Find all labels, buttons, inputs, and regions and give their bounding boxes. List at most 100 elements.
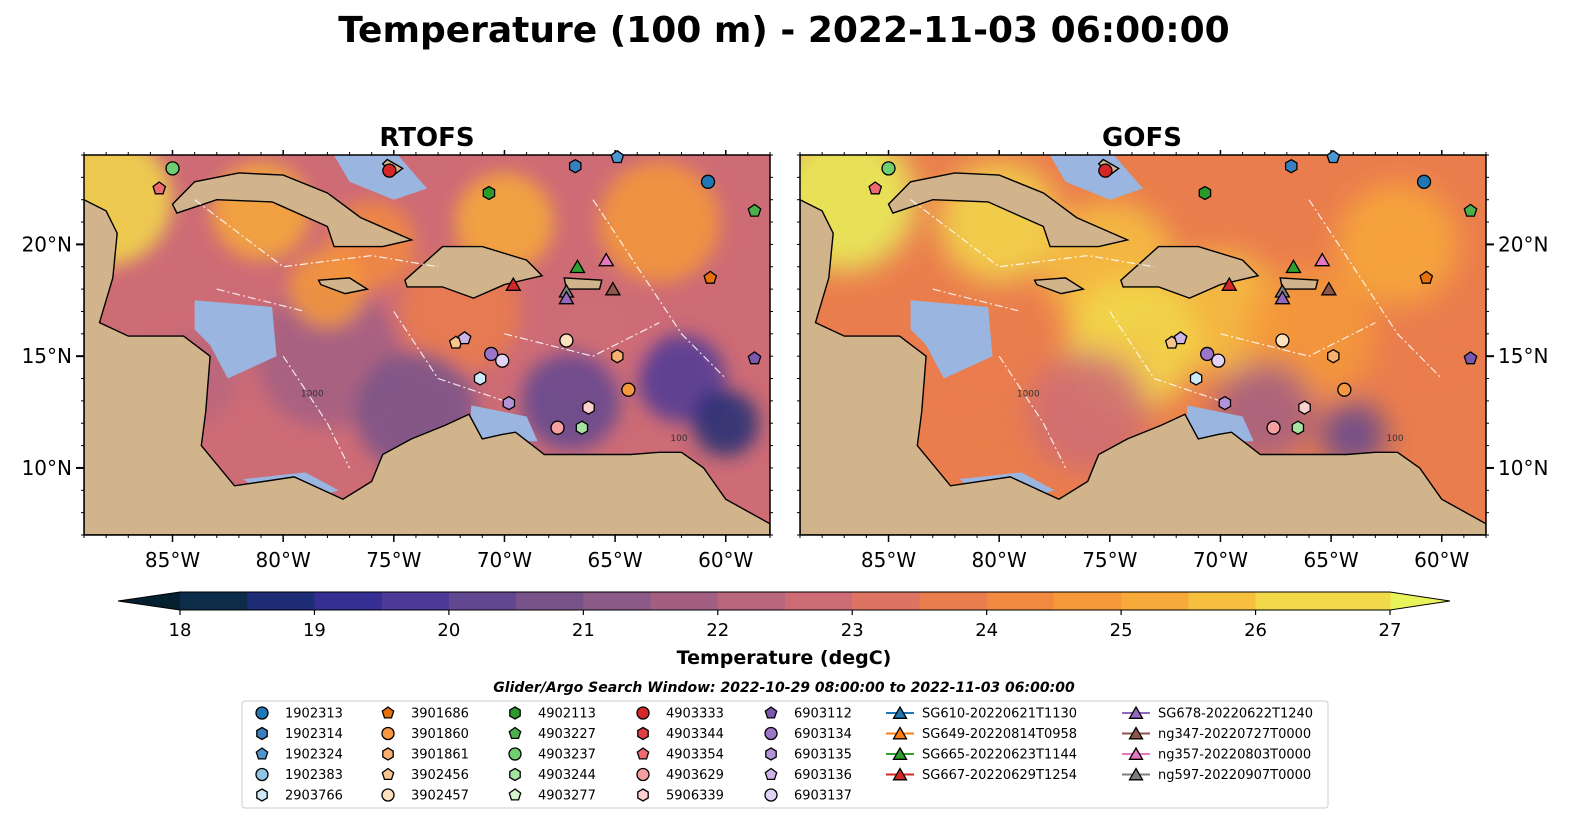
- platform-4902113: [1198, 185, 1212, 201]
- colorbar-label: Temperature (degC): [677, 647, 892, 669]
- colorbar-segment: [381, 592, 450, 610]
- legend-label: 4903344: [666, 727, 724, 742]
- boundary-line: [910, 199, 1155, 268]
- boundary-line: [216, 288, 306, 313]
- colorbar-segment: [1255, 592, 1324, 610]
- legend-marker-2903766: [256, 788, 268, 802]
- colorbar-tick-label: 19: [303, 620, 326, 641]
- legend-marker-4902113: [509, 706, 521, 720]
- platform-3901861: [611, 348, 624, 364]
- platform-4903333: [382, 163, 397, 178]
- shallow-water: [194, 300, 277, 379]
- colorbar-tick-label: 26: [1244, 620, 1267, 641]
- colorbar-segment: [180, 592, 248, 610]
- x-tick-label: 75°W: [366, 548, 421, 572]
- field-blob: [1397, 312, 1486, 401]
- platform-6903136: [457, 330, 472, 345]
- land: [84, 198, 770, 535]
- shallow-water: [333, 155, 427, 200]
- legend-label: ng597-20220907T0000: [1158, 768, 1311, 783]
- colorbar-tick-label: 27: [1379, 620, 1402, 641]
- legend-label: SG665-20220623T1144: [922, 748, 1077, 763]
- boundary-line: [393, 311, 505, 402]
- legend-label: 1902314: [285, 727, 343, 742]
- map-frame-gofs: [799, 154, 1487, 536]
- platform-6903134: [484, 346, 499, 362]
- legend-marker-1902383: [255, 767, 269, 782]
- platform-1902324: [610, 149, 625, 164]
- platform-SG678-20220622T1240: [1274, 290, 1291, 305]
- legend-marker-4903344: [637, 726, 649, 741]
- field-blob: [1336, 183, 1458, 305]
- map-frame-rtofs: [83, 154, 771, 536]
- legend-label: 3901860: [411, 727, 469, 742]
- legend-box: [241, 700, 1329, 809]
- y-tick-label: 15°N: [1498, 344, 1548, 368]
- legend-marker-4903227: [508, 726, 522, 740]
- land: [563, 277, 603, 290]
- legend-marker-6903137: [764, 788, 778, 802]
- platform-markers-rtofs: [152, 149, 762, 435]
- platform-4903629: [1266, 420, 1281, 435]
- platform-SG667-20220629T1254: [505, 276, 522, 291]
- panel-rtofs: RTOFS 1000 100 85°W 80°W 75°W 70°W 65°W 60°W 20…: [22, 123, 773, 572]
- legend-marker-SG667-20220629T1254: [892, 767, 908, 781]
- land: [317, 277, 370, 295]
- platform-6903112: [747, 351, 762, 365]
- legend-label: 6903136: [794, 768, 852, 783]
- x-tick-label: 80°W: [972, 548, 1027, 572]
- platform-5906339: [582, 400, 595, 415]
- legend-label: 4903237: [538, 748, 596, 763]
- legend-label: SG610-20220621T1130: [922, 707, 1077, 722]
- colorbar-tick-label: 18: [169, 620, 192, 641]
- platform-6903137: [1211, 353, 1226, 368]
- contour-label: 100: [670, 434, 687, 444]
- legend-marker-ng347-20220727T0000: [1128, 726, 1144, 740]
- colorbar-extend-max: [1390, 592, 1450, 610]
- x-tick-label: 60°W: [1414, 548, 1469, 572]
- x-tick-label: 75°W: [1082, 548, 1137, 572]
- field-blob: [288, 250, 366, 328]
- land: [1279, 277, 1319, 290]
- boundary-line: [1308, 199, 1443, 379]
- platform-3901861: [1327, 348, 1340, 364]
- platform-4903237: [881, 161, 896, 176]
- panel-gofs: GOFS 1000 100 85°W 80°W 75°W 70°W 65°W 60°W 20°…: [797, 123, 1548, 572]
- legend-marker-3901686: [381, 706, 395, 719]
- legend-marker-3902457: [381, 788, 395, 802]
- platform-3901686: [1419, 270, 1434, 284]
- legend-marker-ng597-20220907T0000: [1128, 767, 1144, 781]
- legend-marker-SG678-20220622T1240: [1128, 705, 1144, 719]
- colorbar-segment: [583, 592, 652, 610]
- colorbar-tick-label: 22: [706, 620, 729, 641]
- legend-label: 3902457: [411, 789, 469, 804]
- colorbar-segment: [1322, 592, 1391, 610]
- platform-6903134: [1200, 346, 1215, 362]
- legend-label: 4903244: [538, 768, 596, 783]
- field-blob: [598, 161, 720, 283]
- land: [1120, 245, 1260, 299]
- legend-label: SG678-20220622T1240: [1158, 707, 1313, 722]
- legend-label: 3901861: [411, 748, 469, 763]
- land: [404, 245, 544, 299]
- shallow-water: [910, 300, 993, 379]
- platform-3901860: [1337, 382, 1352, 397]
- field-blob: [1027, 351, 1149, 473]
- field-variations: [800, 155, 1486, 473]
- platform-4903237: [165, 161, 180, 176]
- search-window-text: Glider/Argo Search Window: 2022-10-29 08…: [493, 680, 1075, 696]
- panel-title-rtofs: RTOFS: [379, 123, 474, 153]
- land: [887, 172, 1130, 248]
- legend-label: 4903227: [538, 727, 596, 742]
- boundary-line: [932, 288, 1022, 313]
- legend-label: ng357-20220803T0000: [1158, 748, 1311, 763]
- legend-label: 3901686: [411, 707, 469, 722]
- platform-4903333: [1098, 163, 1113, 178]
- legend: 1902313 1902314 1902324 1902383 2903766 39016…: [255, 705, 1313, 804]
- legend-label: 1902383: [285, 768, 343, 783]
- colorbar: 18 19 20 21 22 23 24 25 26 27: [117, 591, 1451, 641]
- ticks-rtofs: 85°W 80°W 75°W 70°W 65°W 60°W 20°N 15°N 10°N: [22, 150, 773, 572]
- platform-6903112: [1463, 351, 1478, 365]
- land: [1033, 277, 1086, 295]
